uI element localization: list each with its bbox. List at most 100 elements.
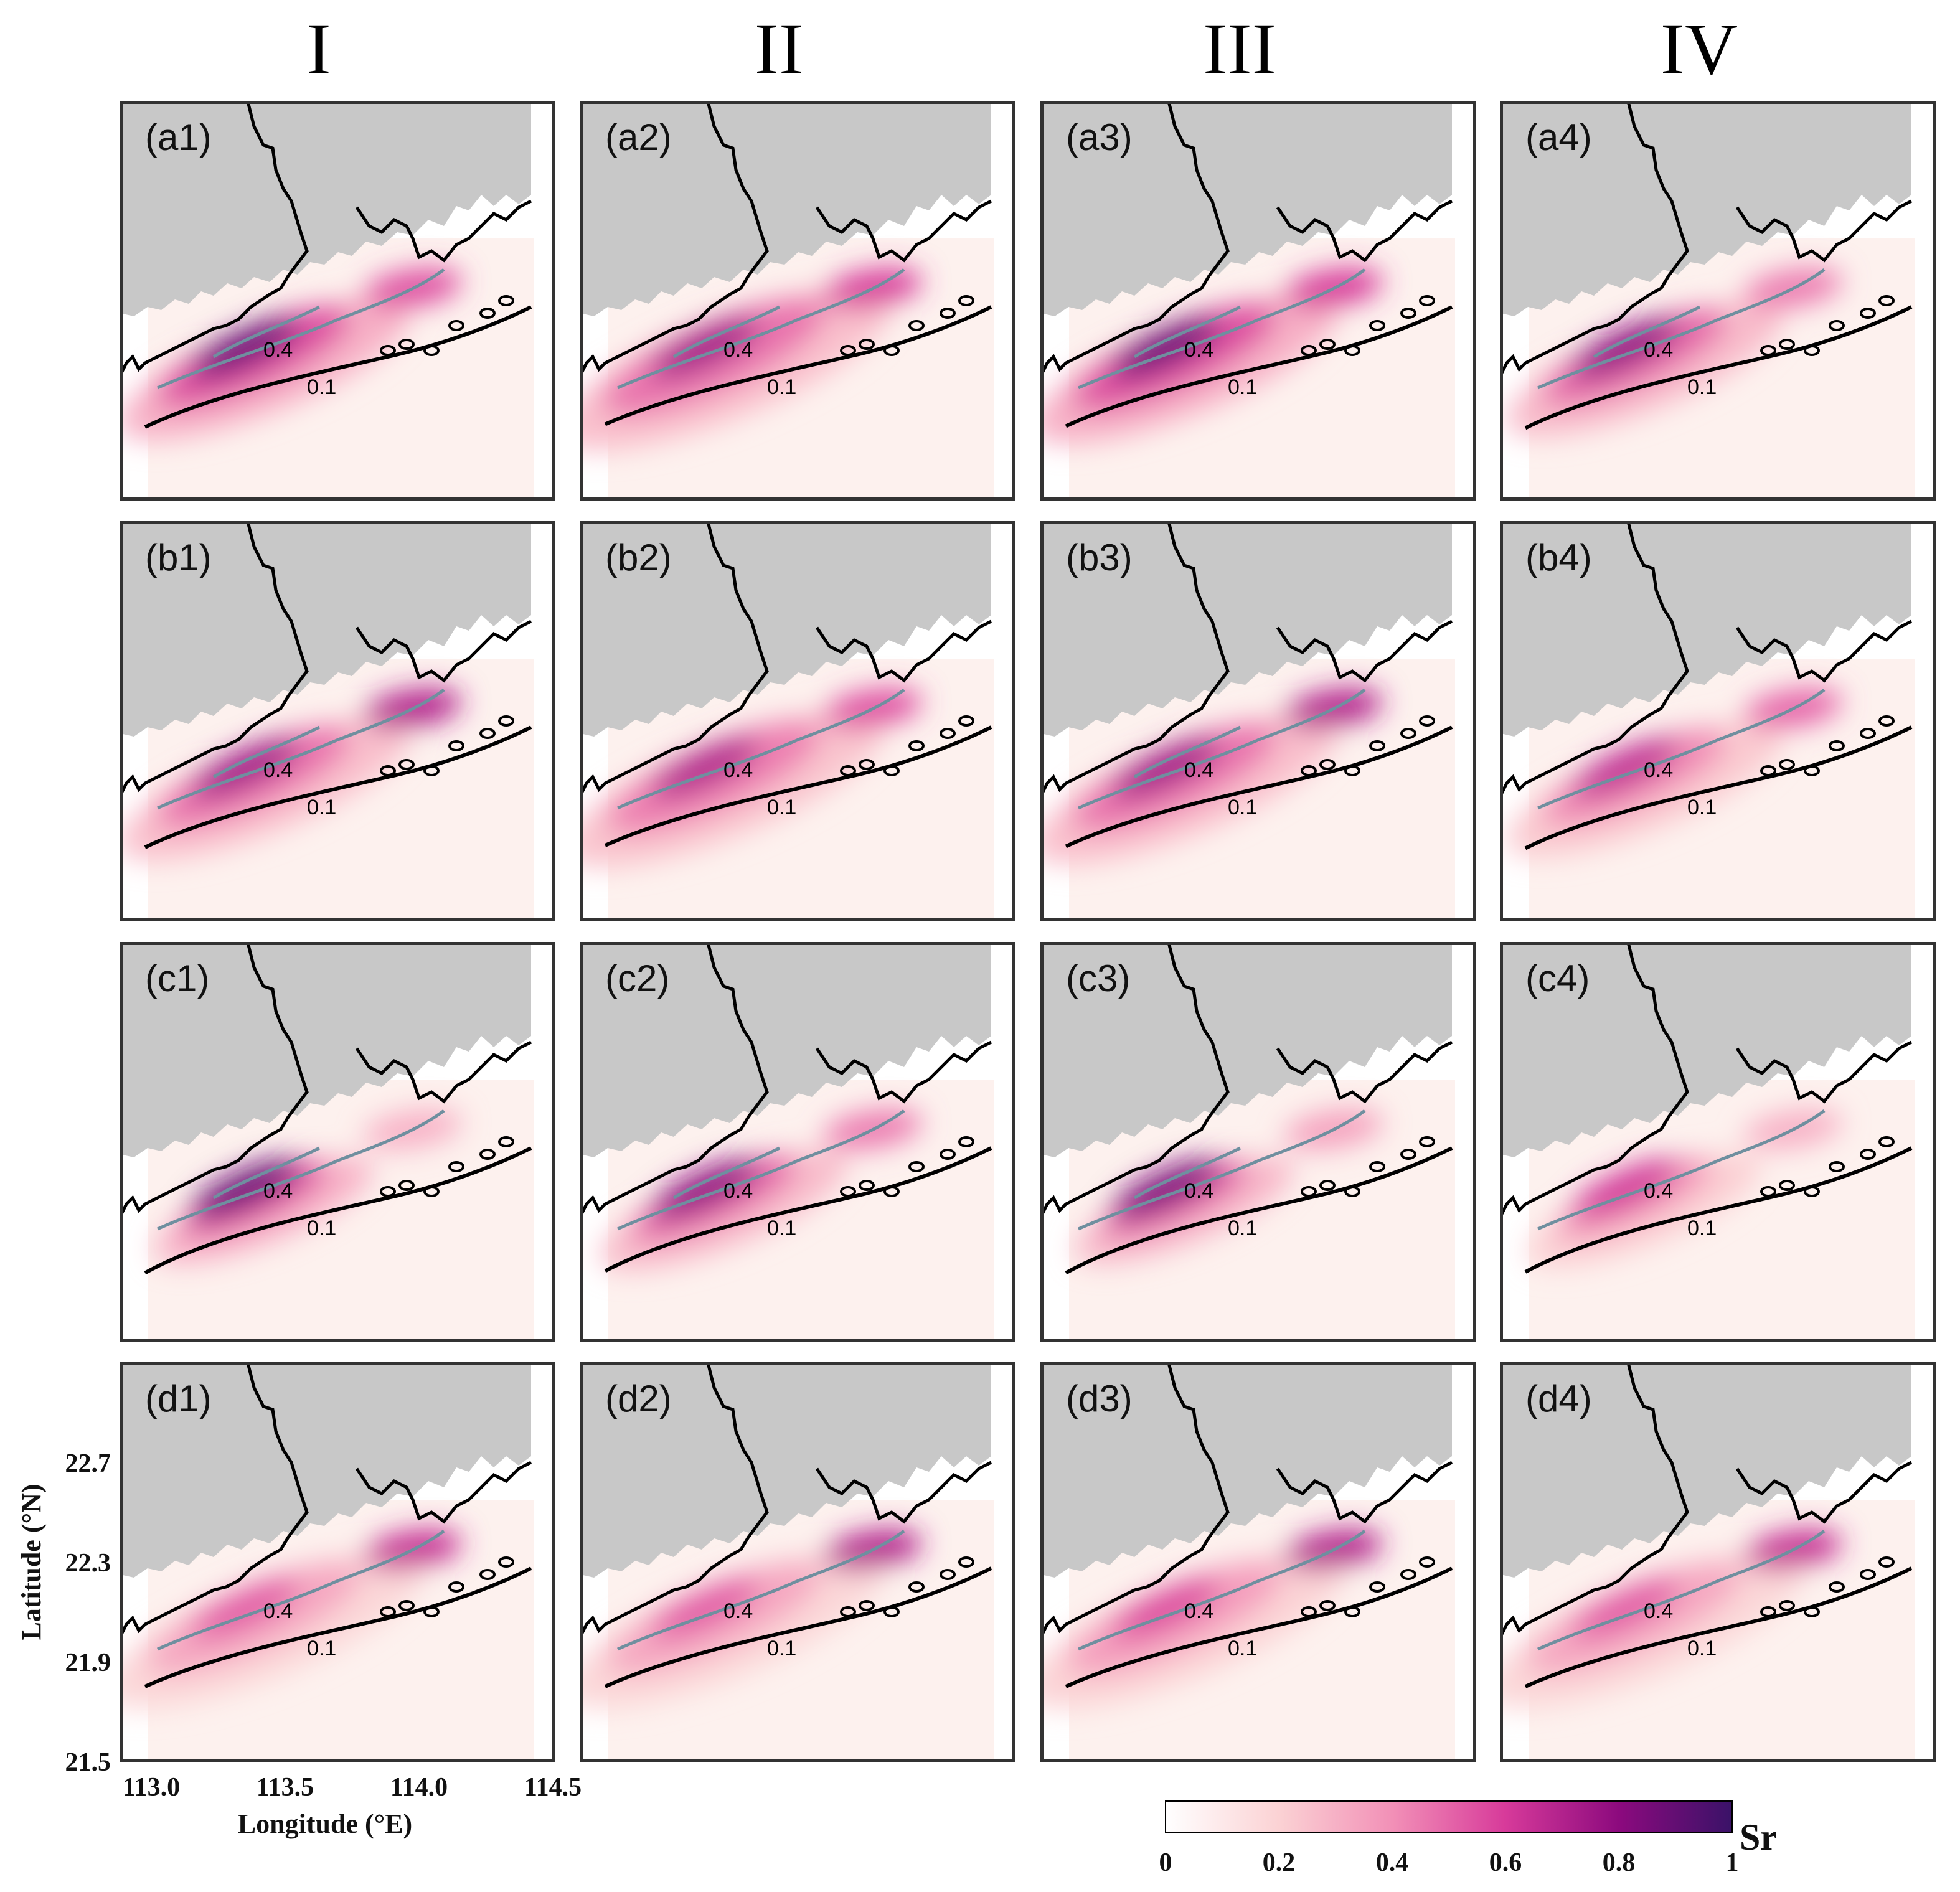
x-tick-label: 114.0: [390, 1773, 448, 1802]
panel-frame: [1500, 101, 1936, 501]
contour-label-0.4: 0.4: [723, 1599, 753, 1623]
island: [448, 1581, 464, 1593]
contour-label-0.4: 0.4: [263, 1599, 293, 1623]
island: [498, 295, 514, 306]
contour-label-0.1: 0.1: [307, 1217, 336, 1240]
colorbar-bar: [1165, 1800, 1733, 1833]
island: [940, 728, 956, 739]
panel-label: (b3): [1066, 537, 1133, 578]
contour-label-0.4: 0.4: [1644, 758, 1673, 782]
colorbar-tick-label: 0.8: [1603, 1848, 1636, 1877]
island: [398, 1180, 415, 1191]
contour-0.1: [604, 1146, 992, 1273]
contour-0.1: [1065, 305, 1453, 428]
panel-label: (c2): [605, 958, 669, 999]
panel-frame: [120, 101, 555, 501]
contour-label-0.1: 0.1: [1687, 1217, 1717, 1240]
contour-label-0.1: 0.1: [767, 1637, 796, 1660]
contour-0.4: [1537, 688, 1826, 810]
coastline-east: [355, 619, 532, 683]
contour-label-0.4: 0.4: [1184, 338, 1213, 362]
y-tick-label: 22.7: [65, 1449, 111, 1478]
contour-0.1: [1524, 1146, 1913, 1274]
island: [1829, 1581, 1845, 1593]
panel-label: (d1): [145, 1378, 212, 1419]
contour-label-0.1: 0.1: [1228, 1217, 1257, 1240]
contour-label-0.4: 0.4: [723, 1179, 753, 1203]
island: [958, 295, 974, 306]
contour-label-0.1: 0.1: [307, 796, 336, 819]
coastline-west: [120, 943, 309, 1218]
island: [908, 320, 925, 331]
island: [1400, 728, 1416, 739]
contour-0.1: [1524, 725, 1913, 850]
island: [958, 1556, 974, 1568]
island: [940, 308, 956, 319]
island: [859, 759, 875, 770]
contour-0.4: [1537, 268, 1826, 390]
panel-frame: [120, 1362, 555, 1762]
island: [479, 1149, 496, 1160]
island: [908, 1581, 925, 1593]
column-headings: I II III IV: [306, 8, 1738, 90]
coastline-east: [1276, 1040, 1453, 1104]
coastline-east: [815, 199, 992, 263]
coastline-east: [355, 1040, 532, 1104]
column-heading-4: IV: [1661, 8, 1738, 90]
panel-label: (d3): [1066, 1378, 1133, 1419]
contour-0.4: [616, 1109, 905, 1231]
island: [448, 320, 464, 331]
map-panels: 0.1 0.4 (a1) 0.1 0.4 (a2) 0.1 0.4 (a3) 0.1 0.4 (a4)…: [120, 101, 1936, 1762]
coastline-west: [1501, 1363, 1689, 1638]
panel-label: (a1): [145, 116, 212, 158]
coastline-west: [580, 1363, 769, 1638]
island: [1860, 728, 1876, 739]
contour-label-0.1: 0.1: [307, 1637, 336, 1660]
coastline-west: [1041, 101, 1230, 377]
map-panel: 0.1 0.4 (d1): [120, 1362, 555, 1762]
colorbar: 0 0.2 0.4 0.6 0.8 1Sr: [1159, 1800, 1777, 1877]
coastline-west: [1041, 522, 1230, 797]
panel-frame: [120, 942, 555, 1342]
coastline-west: [120, 1363, 309, 1638]
contour-label-0.4: 0.4: [723, 338, 753, 362]
coastline-east: [1735, 619, 1913, 683]
panel-label: (b4): [1525, 537, 1592, 578]
panel-frame: [580, 942, 1015, 1342]
y-tick-label: 22.3: [65, 1549, 111, 1578]
contour-label-0.4: 0.4: [1184, 758, 1213, 782]
coastline-east: [815, 1461, 992, 1524]
island: [1319, 339, 1336, 350]
map-panel: 0.1 0.4 (c4): [1500, 942, 1936, 1342]
map-panel: 0.1 0.4 (d2): [580, 1362, 1015, 1762]
contour-0.8: [1133, 1146, 1241, 1200]
contour-label-0.1: 0.1: [1687, 1637, 1717, 1660]
coastline-west: [1041, 943, 1230, 1218]
coastline-east: [1276, 619, 1453, 683]
map-panel: 0.1 0.4 (c1): [120, 942, 555, 1342]
panel-label: (b2): [605, 537, 672, 578]
contour-0.4: [156, 268, 445, 390]
contour-label-0.1: 0.1: [1687, 796, 1717, 819]
island: [1829, 740, 1845, 751]
contour-label-0.1: 0.1: [767, 1217, 796, 1240]
panel-frame: [1040, 942, 1476, 1342]
coastline-west: [1501, 522, 1689, 797]
map-panel: 0.1 0.4 (a4): [1500, 101, 1936, 501]
island: [859, 339, 875, 350]
contour-label-0.4: 0.4: [263, 758, 293, 782]
x-tick-label: 113.5: [257, 1773, 314, 1802]
coastline-east: [815, 1040, 992, 1104]
coastline-west: [1501, 101, 1689, 377]
coastline-east: [1735, 1461, 1913, 1524]
panel-label: (d2): [605, 1378, 672, 1419]
y-tick-label: 21.5: [65, 1748, 111, 1777]
contour-label-0.4: 0.4: [263, 338, 293, 362]
colorbar-label: Sr: [1740, 1817, 1777, 1858]
island: [940, 1569, 956, 1580]
panel-frame: [1500, 1362, 1936, 1762]
contour-label-0.1: 0.1: [1687, 375, 1717, 399]
contour-0.1: [1524, 1566, 1913, 1688]
island: [1400, 1149, 1416, 1160]
